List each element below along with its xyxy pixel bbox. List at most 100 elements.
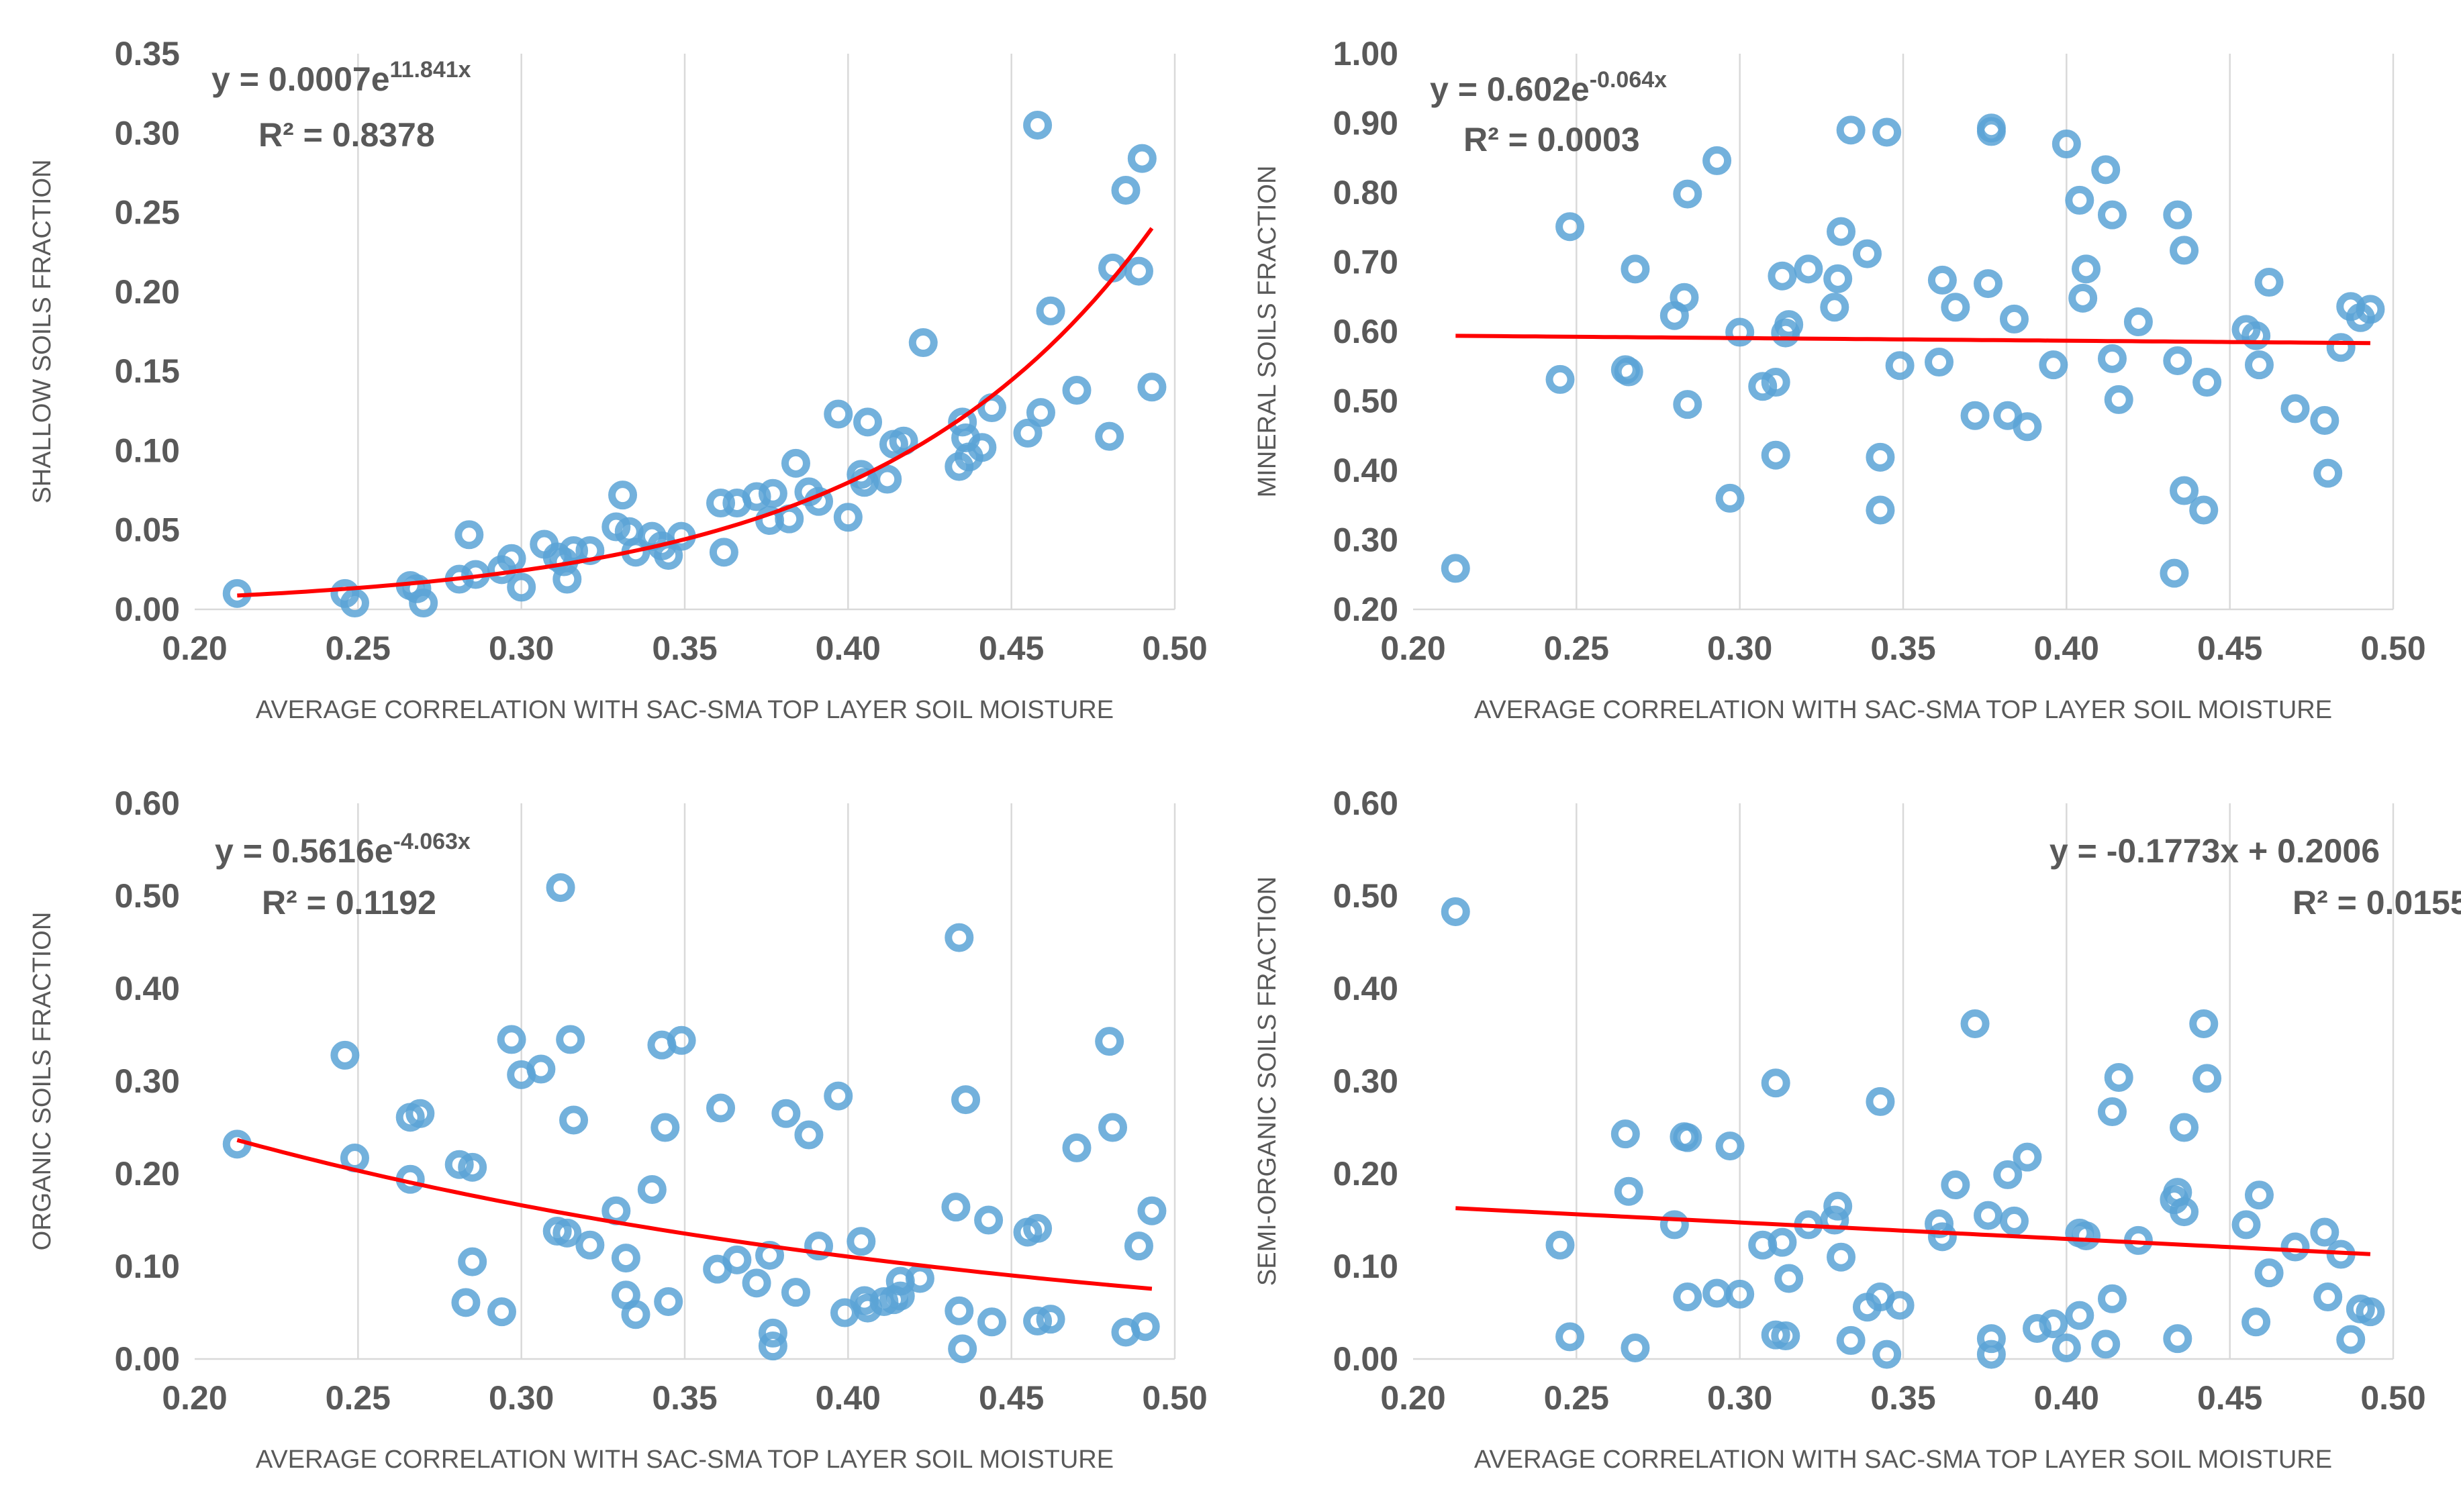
r-squared: R² = 0.0003 xyxy=(1463,121,1640,158)
data-point xyxy=(409,589,438,618)
data-point xyxy=(2170,1113,2199,1142)
x-tick-label: 0.50 xyxy=(2360,629,2425,667)
data-point xyxy=(951,1085,981,1115)
data-point xyxy=(1827,1242,1856,1272)
trendline xyxy=(1455,1206,2371,1256)
data-point xyxy=(853,407,883,437)
data-point xyxy=(1610,1119,1640,1149)
x-tick-label: 0.20 xyxy=(1380,629,1445,667)
data-point xyxy=(2039,1309,2068,1339)
data-point xyxy=(2336,1325,2366,1354)
data-point xyxy=(2123,307,2153,337)
data-point xyxy=(2097,344,2127,373)
data-point xyxy=(2170,1197,2199,1227)
data-point xyxy=(1774,1264,1804,1293)
y-axis-title: SEMI-ORGANIC SOILS FRACTION xyxy=(1253,876,1282,1286)
data-point xyxy=(1866,1087,1895,1116)
y-axis-title: SHALLOW SOILS FRACTION xyxy=(28,159,56,503)
data-point xyxy=(1976,117,2006,146)
x-tick-label: 0.40 xyxy=(2034,1379,2099,1417)
data-point xyxy=(2052,1333,2081,1362)
y-tick-label: 0.40 xyxy=(115,970,180,1007)
x-tick-label: 0.25 xyxy=(1544,629,1609,667)
x-tick-label: 0.30 xyxy=(489,1379,554,1417)
y-tick-label: 0.30 xyxy=(1333,521,1398,559)
data-point xyxy=(1441,554,1470,583)
data-point xyxy=(556,1025,585,1054)
y-tick-label: 0.90 xyxy=(1333,105,1398,142)
data-point xyxy=(667,1025,696,1055)
x-tick-label: 0.25 xyxy=(326,1379,391,1417)
y-tick-label: 0.10 xyxy=(115,432,180,469)
data-point xyxy=(742,1268,771,1298)
data-point xyxy=(1023,110,1053,140)
y-tick-label: 0.30 xyxy=(1333,1062,1398,1100)
data-point xyxy=(1836,115,1866,145)
data-point xyxy=(2091,1329,2121,1359)
trendline xyxy=(237,227,1154,598)
data-point xyxy=(2039,350,2068,380)
data-point xyxy=(948,407,977,437)
data-point xyxy=(2068,283,2098,313)
data-point xyxy=(1725,1279,1755,1309)
y-tick-label: 0.20 xyxy=(1333,1155,1398,1193)
data-point xyxy=(497,1025,526,1054)
data-point xyxy=(1673,179,1702,209)
data-point xyxy=(2241,321,2271,350)
data-point xyxy=(1761,1068,1790,1098)
data-point xyxy=(2280,394,2310,423)
data-point xyxy=(2189,495,2219,525)
data-point xyxy=(1774,310,1804,340)
data-point xyxy=(1095,1027,1124,1056)
data-point xyxy=(2170,476,2199,505)
data-point xyxy=(781,1278,810,1307)
data-point xyxy=(1761,440,1790,470)
data-point xyxy=(1927,1222,1957,1252)
x-tick-label: 0.45 xyxy=(2197,1379,2262,1417)
data-point xyxy=(2104,1062,2133,1092)
data-point xyxy=(654,1287,683,1316)
data-point xyxy=(2231,1210,2261,1240)
data-point xyxy=(458,1247,487,1276)
data-point xyxy=(1036,296,1065,325)
data-point xyxy=(2313,1282,2343,1312)
data-point xyxy=(1111,175,1141,205)
data-point xyxy=(945,1296,974,1325)
data-point xyxy=(1614,1176,1643,1206)
chart-panel-4: 0.20 0.25 0.30 0.35 0.40 0.45 0.50 0.00 0.10 0.20… xyxy=(1253,785,2461,1474)
x-tick-label: 0.45 xyxy=(979,1379,1044,1417)
x-tick-label: 0.35 xyxy=(1870,1379,1935,1417)
data-point xyxy=(2097,200,2127,230)
trend-equation: y = 0.0007e11.841x xyxy=(211,57,471,98)
data-point xyxy=(575,1230,605,1260)
x-tick-label: 0.40 xyxy=(2034,629,2099,667)
data-point xyxy=(2170,236,2199,265)
data-point xyxy=(1062,376,1092,405)
data-point xyxy=(1621,254,1650,284)
x-tick-label: 0.40 xyxy=(816,1379,881,1417)
data-point xyxy=(1993,1160,2023,1189)
data-point xyxy=(1095,421,1124,451)
data-point xyxy=(1673,390,1702,419)
data-point xyxy=(1976,1340,2006,1369)
equation-main: y = 0.0007e xyxy=(211,60,390,98)
data-point xyxy=(444,1150,474,1179)
data-point xyxy=(873,464,902,494)
y-tick-label: 0.50 xyxy=(1333,877,1398,915)
data-point xyxy=(2244,1180,2274,1210)
trend-equation: y = -0.1773x + 0.2006 xyxy=(2049,832,2380,870)
data-point xyxy=(2091,155,2121,185)
data-point xyxy=(1127,144,1157,173)
data-point xyxy=(945,923,974,952)
data-point xyxy=(1659,1210,1689,1240)
x-tick-label: 0.20 xyxy=(162,629,227,667)
data-point xyxy=(742,482,771,511)
data-point xyxy=(637,1174,667,1204)
x-axis-title: AVERAGE CORRELATION WITH SAC-SMA TOP LAY… xyxy=(1474,696,2332,724)
data-point xyxy=(1794,254,1823,284)
data-point xyxy=(824,399,853,429)
data-point xyxy=(781,448,810,478)
data-point xyxy=(1545,364,1575,394)
data-point xyxy=(794,1120,824,1150)
y-tick-label: 0.70 xyxy=(1333,244,1398,281)
